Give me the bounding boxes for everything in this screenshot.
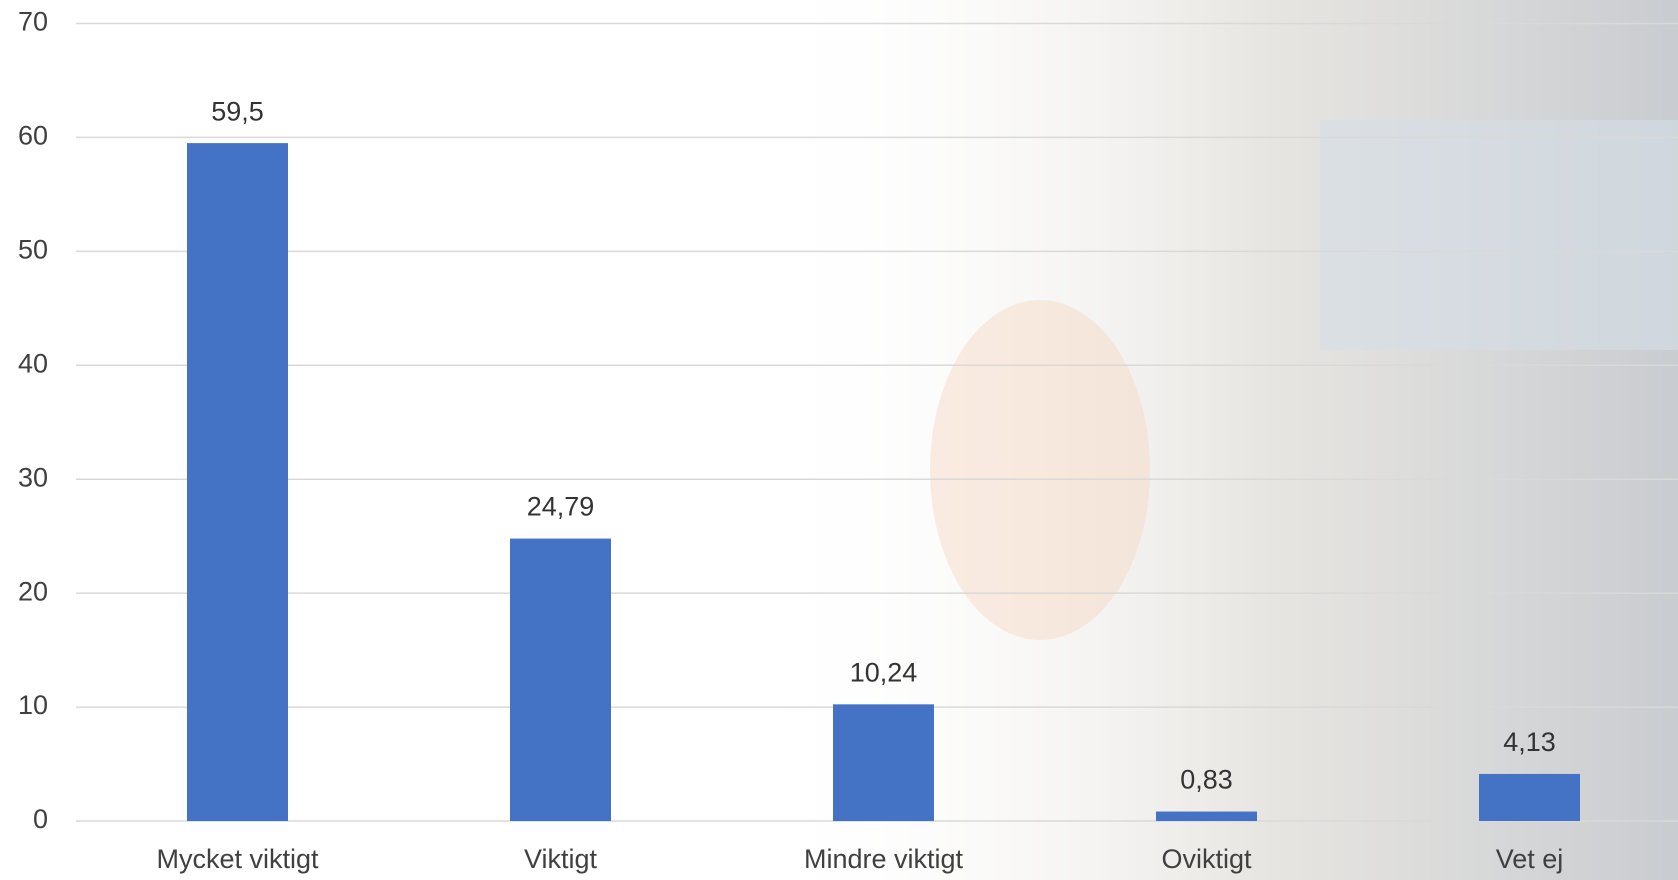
x-tick-label: Oviktigt — [1161, 844, 1252, 874]
y-tick-label: 50 — [18, 234, 48, 264]
y-tick-label: 70 — [18, 7, 48, 37]
bar — [1479, 773, 1580, 821]
y-tick-label: 20 — [18, 576, 48, 606]
value-label: 0,83 — [1180, 765, 1233, 795]
background-window — [1320, 120, 1678, 350]
bar — [510, 538, 611, 821]
y-tick-label: 30 — [18, 462, 48, 492]
value-label: 4,13 — [1503, 727, 1556, 757]
value-label: 10,24 — [850, 657, 918, 687]
y-tick-label: 60 — [18, 121, 48, 151]
y-tick-label: 10 — [18, 690, 48, 720]
x-tick-label: Mindre viktigt — [804, 844, 964, 874]
x-tick-label: Vet ej — [1496, 844, 1564, 874]
value-label: 24,79 — [527, 492, 595, 522]
background-shape — [930, 300, 1150, 640]
bar — [1156, 811, 1257, 821]
x-tick-label: Viktigt — [524, 844, 598, 874]
bar — [187, 143, 288, 821]
bar — [833, 704, 934, 821]
value-label: 59,5 — [211, 96, 264, 126]
y-tick-label: 40 — [18, 348, 48, 378]
y-tick-label: 0 — [33, 804, 48, 834]
x-tick-label: Mycket viktigt — [156, 844, 319, 874]
